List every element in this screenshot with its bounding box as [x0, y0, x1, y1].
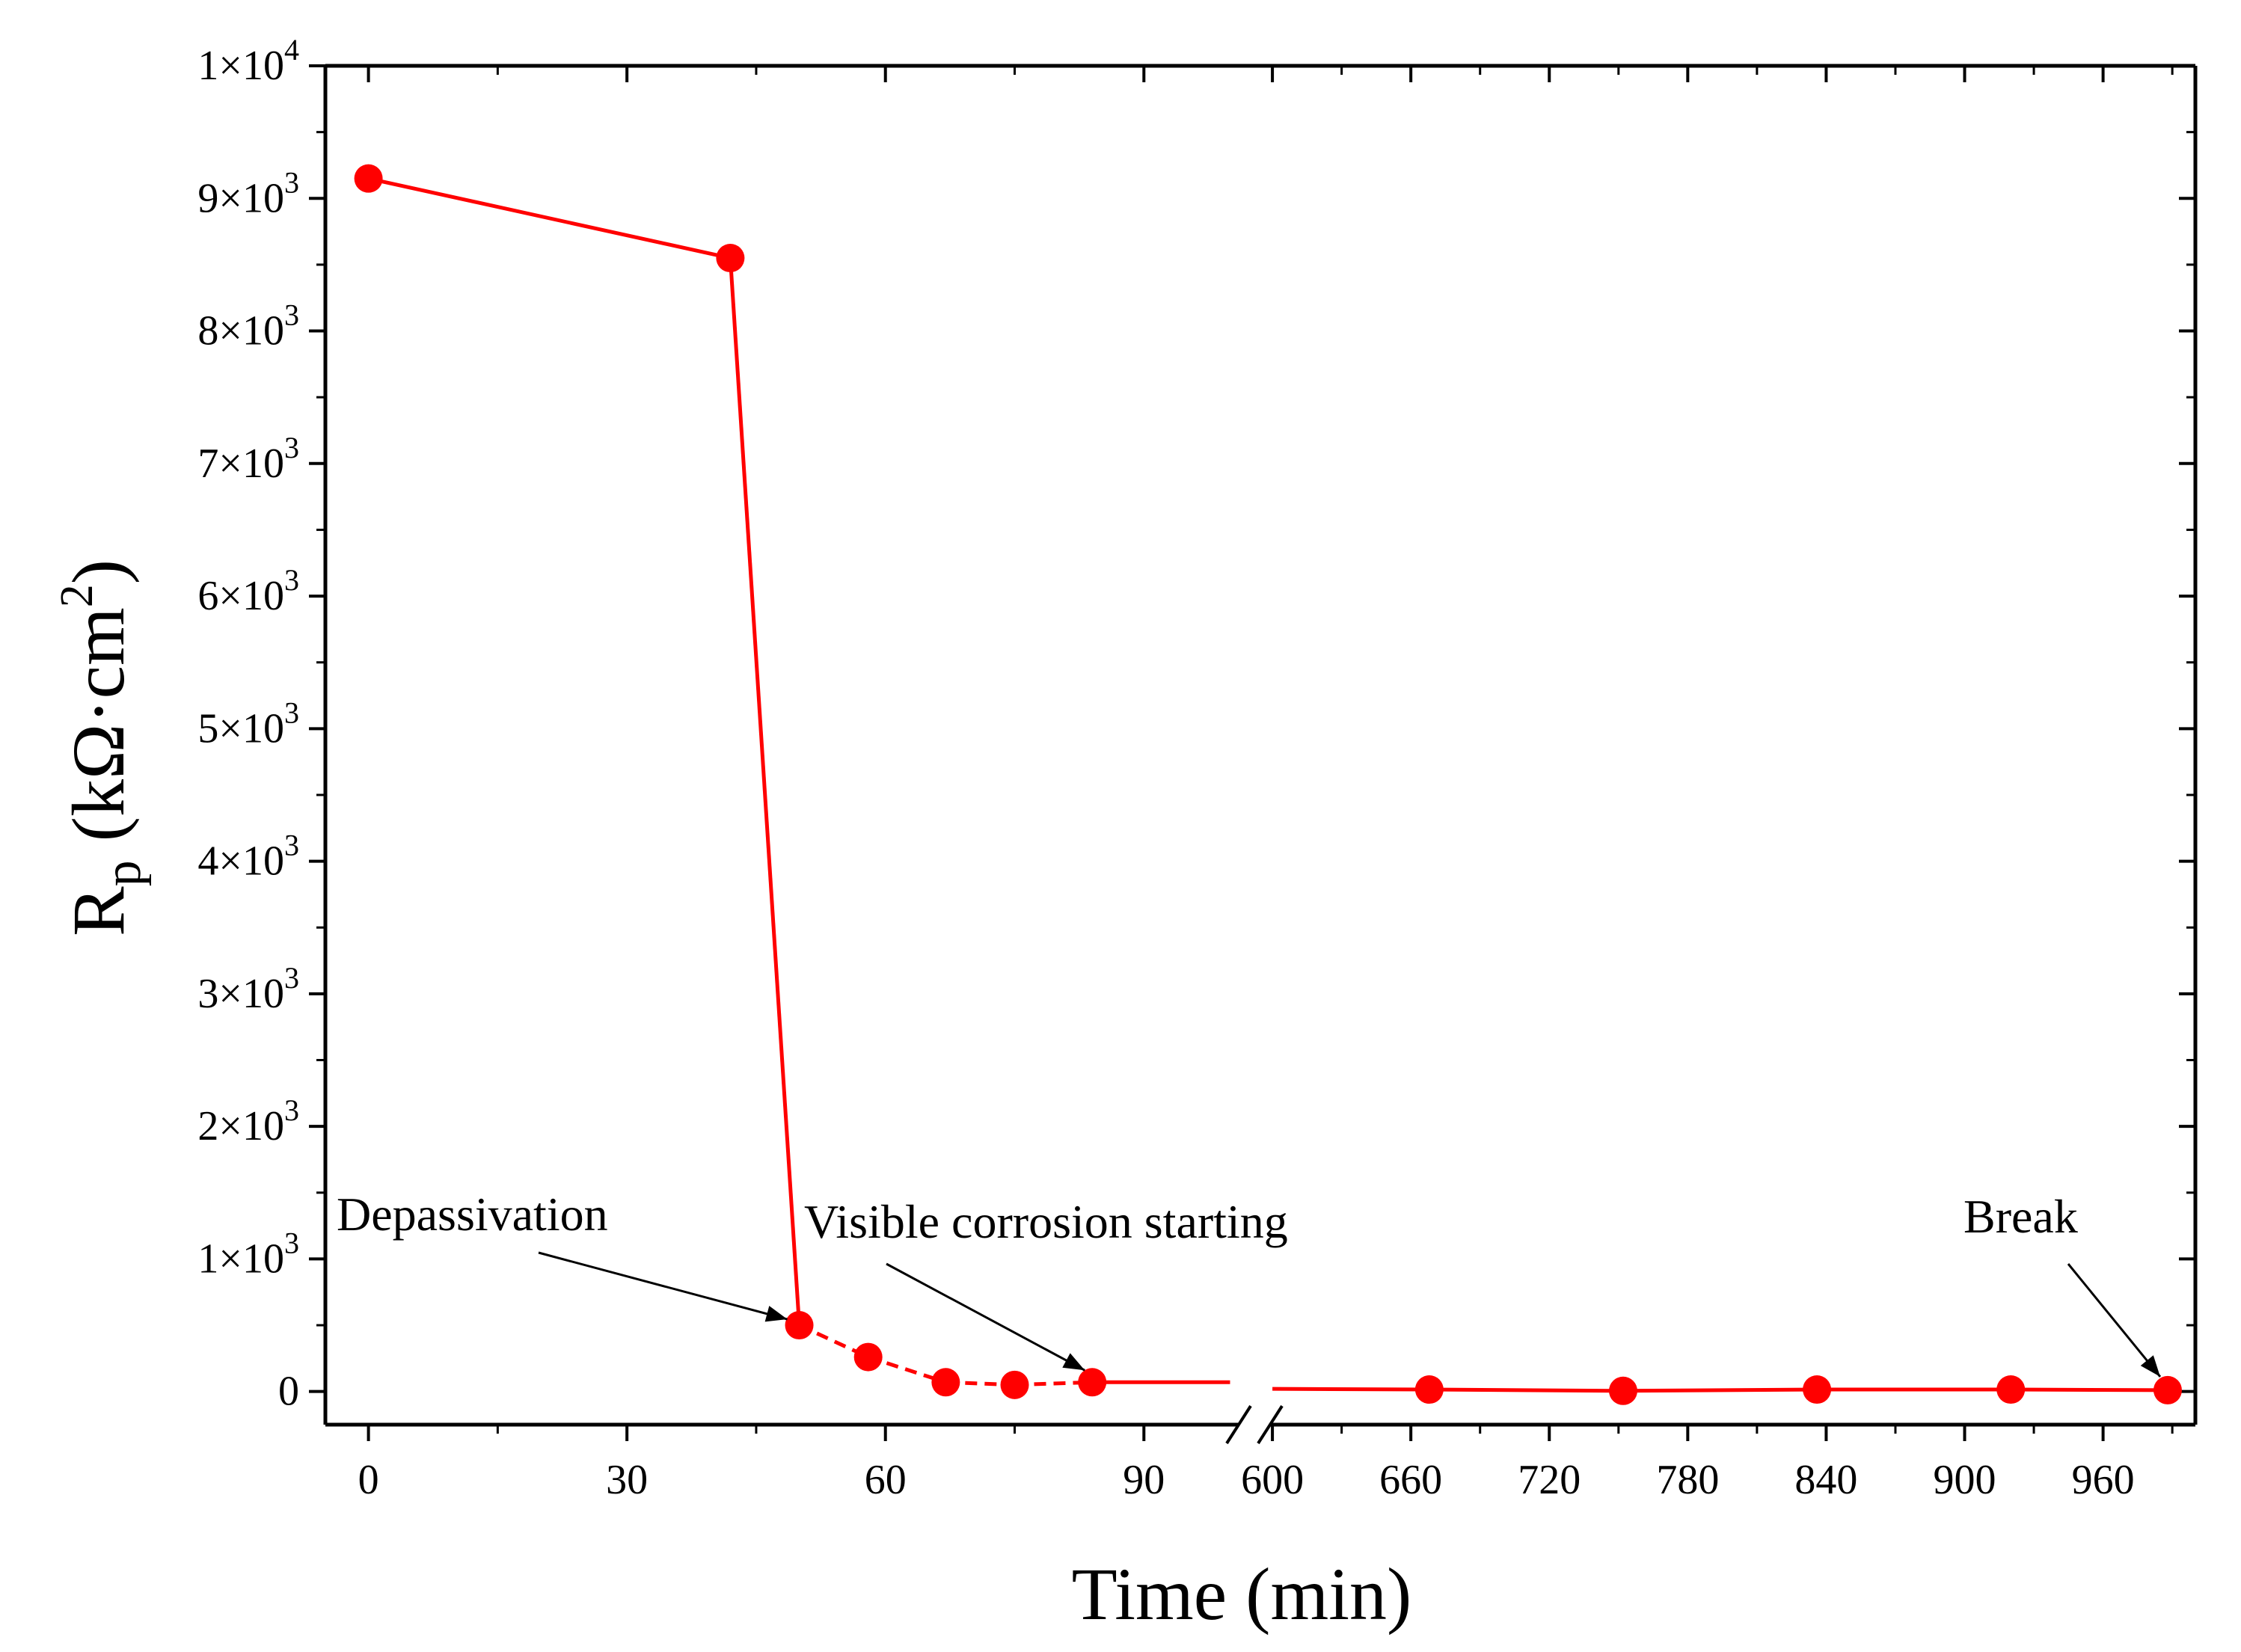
x-tick-label: 90: [1123, 1457, 1165, 1503]
x-tick-label: 840: [1794, 1457, 1857, 1503]
y-tick-label: 2×103: [197, 1093, 299, 1149]
y-tick-label: 0: [278, 1369, 299, 1415]
data-point: [785, 1311, 814, 1340]
series-line-segment: [1272, 1387, 1429, 1392]
y-tick-label: 5×103: [197, 696, 299, 752]
y-tick-label: 8×103: [197, 298, 299, 354]
y-tick-label: 9×103: [197, 165, 299, 221]
y-axis-title-close: ): [57, 559, 140, 584]
x-tick-label: 660: [1379, 1457, 1442, 1503]
annotation-label: Break: [1963, 1190, 2078, 1243]
y-axis-title-sub: p: [94, 860, 152, 886]
y-tick-label: 7×103: [197, 431, 299, 487]
data-point: [931, 1368, 960, 1397]
series-line-segment: [368, 176, 731, 260]
x-tick-label: 900: [1934, 1457, 1996, 1503]
data-point: [1078, 1368, 1107, 1397]
y-axis-title-sup: 2: [52, 584, 102, 607]
x-tick-label: 0: [358, 1457, 379, 1503]
data-point: [354, 164, 383, 193]
x-tick-label: 780: [1656, 1457, 1719, 1503]
axes: 0 1×103 2×103 3×103 4×103 5×103 6×103 7×103 8×10…: [197, 33, 2198, 1503]
y-axis-title: Rp (kΩ·cm2): [52, 559, 152, 936]
annotations: Depassivation Visible corrosion starting B…: [337, 1188, 2162, 1378]
annotation-arrow: [2067, 1263, 2162, 1378]
data-point: [716, 244, 745, 273]
y-axis-title-unit: (kΩ·cm: [57, 607, 140, 860]
data-point: [853, 1342, 883, 1372]
y-tick-label: 1×104: [197, 33, 299, 89]
series-line-segment: [1429, 1387, 1623, 1393]
annotation-arrow: [538, 1251, 788, 1321]
annotation-label: Visible corrosion starting: [804, 1195, 1288, 1248]
data-point: [1996, 1375, 2026, 1404]
y-axis-title-main: R: [57, 886, 140, 936]
axis-break-mark: [1257, 1404, 1284, 1445]
data-point: [1608, 1376, 1637, 1405]
y-tick-label: 6×103: [197, 563, 299, 619]
x-axis-title: Time (min): [1072, 1553, 1412, 1636]
data-point: [1000, 1370, 1029, 1399]
y-tick-label: 4×103: [197, 829, 299, 885]
series-line-segment: [728, 257, 802, 1326]
y-tick-label: 1×103: [197, 1226, 299, 1282]
data-point: [1803, 1375, 1832, 1404]
x-tick-label: 720: [1518, 1457, 1581, 1503]
x-tick-label: 960: [2072, 1457, 2135, 1503]
annotation-arrowhead: [1062, 1353, 1085, 1371]
annotation-label: Depassivation: [337, 1188, 608, 1241]
axis-break-mark: [1225, 1404, 1252, 1445]
annotation-arrowhead: [2140, 1355, 2160, 1377]
y-tick-label: 3×103: [197, 961, 299, 1017]
x-tick-label: 60: [865, 1457, 907, 1503]
x-tick-label: 600: [1241, 1457, 1304, 1503]
series-line-segment: [1622, 1387, 1818, 1393]
x-tick-label: 30: [606, 1457, 648, 1503]
series-rp: [354, 164, 2182, 1405]
annotation-arrowhead: [764, 1306, 788, 1322]
data-point: [1414, 1375, 1444, 1404]
data-point: [2153, 1375, 2182, 1404]
annotation-arrow: [886, 1262, 1085, 1372]
